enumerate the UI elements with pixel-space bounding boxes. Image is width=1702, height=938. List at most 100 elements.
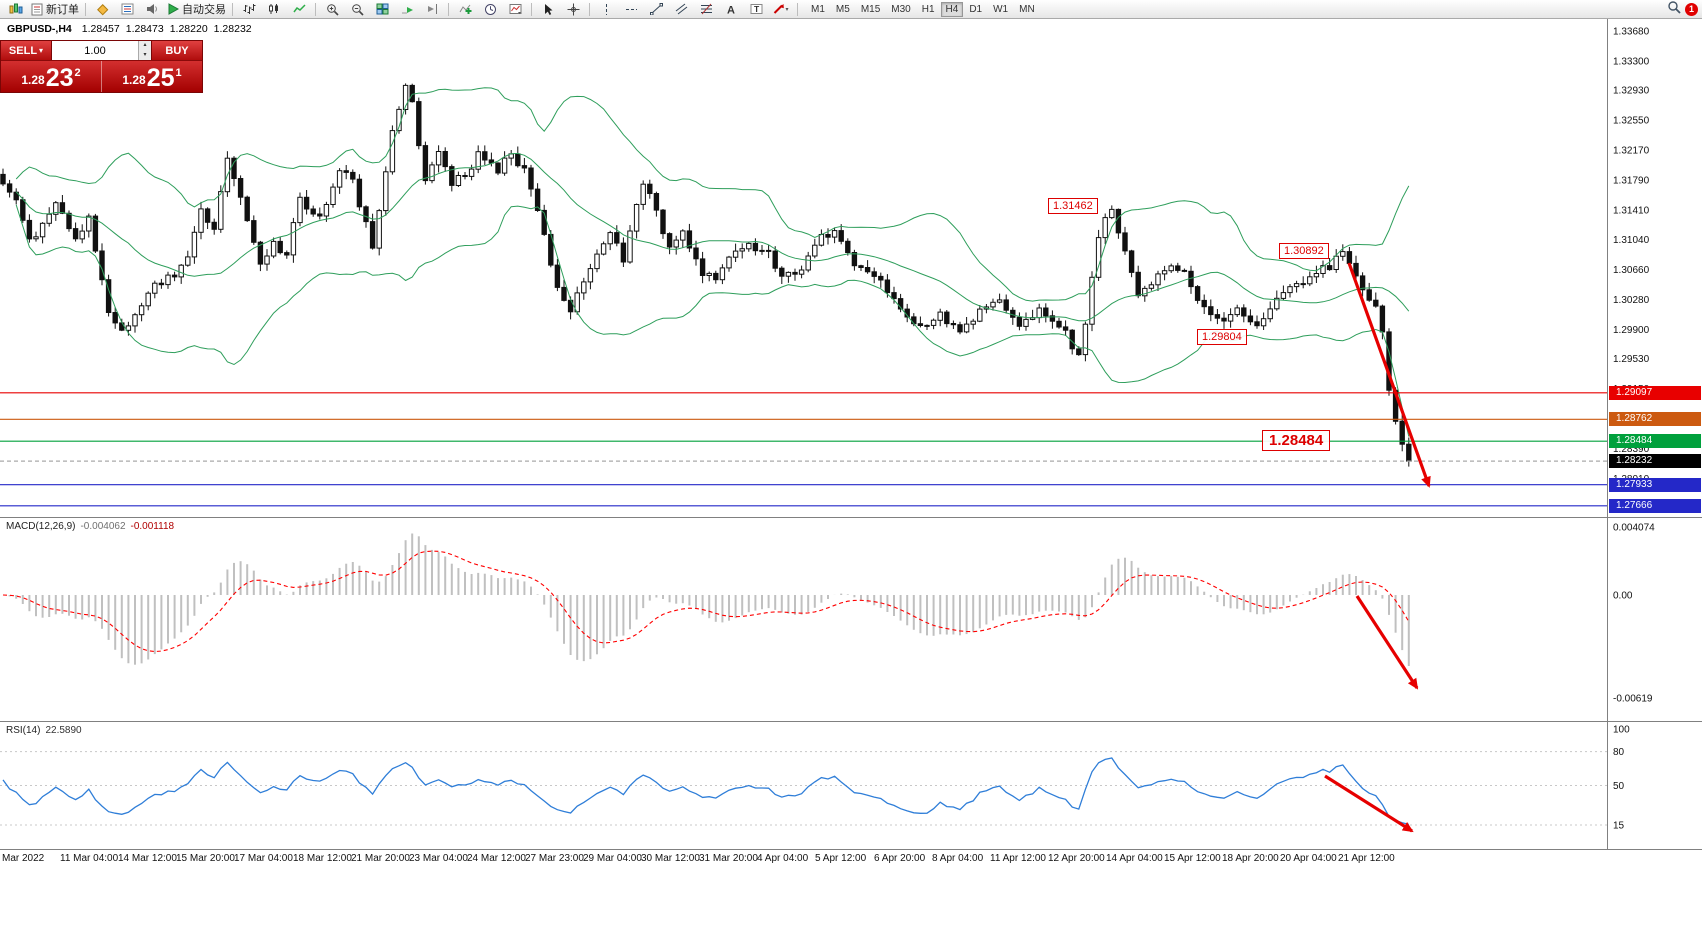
search-button[interactable]	[1667, 0, 1681, 19]
bollinger-upper	[15, 87, 1410, 302]
crosshair-button[interactable]	[561, 1, 585, 18]
autotrading-button[interactable]: 自动交易	[165, 1, 228, 18]
candle-body	[290, 222, 297, 256]
buy-button[interactable]: BUY	[152, 41, 202, 60]
buy-price-sup: 1	[175, 67, 182, 79]
sell-button[interactable]: SELL ▾	[1, 41, 51, 60]
candle-body	[1333, 255, 1339, 271]
main-price-panel[interactable]	[0, 83, 1607, 507]
tile-windows-button[interactable]	[370, 1, 394, 18]
sell-price-big: 23	[45, 64, 74, 92]
time-axis[interactable]: Mar 2022 11 Mar 04:00 14 Mar 12:00 15 Mar 2…	[2, 853, 1395, 864]
buy-price[interactable]: 1.28 25 1	[101, 61, 202, 92]
zoom-in-button[interactable]	[320, 1, 344, 18]
candle-body	[1161, 270, 1168, 275]
channel-button[interactable]	[669, 1, 693, 18]
candle-body	[541, 209, 547, 235]
candle-body	[944, 311, 950, 325]
candle-body	[72, 228, 79, 240]
volume-field[interactable]: 1.00 ▴ ▾	[51, 41, 152, 60]
market-watch-icon	[121, 3, 133, 15]
arrows-tool-button[interactable]	[769, 1, 793, 18]
timeframe-w1-button[interactable]: W1	[993, 3, 1009, 15]
candle-body	[680, 230, 686, 241]
toolbar-separator	[531, 2, 532, 16]
candle-body	[323, 204, 330, 217]
candle-body	[39, 222, 46, 238]
label-button[interactable]: T	[744, 1, 768, 18]
rsi-panel[interactable]	[0, 751, 1607, 826]
timeframe-m5-button[interactable]: M5	[835, 3, 850, 15]
community-button[interactable]	[90, 1, 114, 18]
time-label: 4 Apr 04:00	[757, 853, 809, 864]
candle-body	[917, 323, 924, 327]
candle-body	[779, 267, 785, 277]
candle-body	[1194, 286, 1201, 301]
candle-body	[1274, 297, 1280, 310]
spinner-up-icon[interactable]: ▴	[139, 41, 151, 51]
macd-panel[interactable]	[2, 533, 1410, 667]
timeframe-h1-button[interactable]: H1	[921, 3, 935, 15]
time-label: 29 Mar 04:00	[583, 853, 642, 864]
text-button[interactable]: A	[719, 1, 743, 18]
rsi-tick: 100	[1613, 725, 1630, 736]
candle-body	[416, 101, 422, 147]
chart-shift-button[interactable]	[420, 1, 444, 18]
sell-price[interactable]: 1.28 23 2	[1, 61, 101, 92]
bars-chart-button[interactable]	[237, 1, 261, 18]
candle-body	[33, 236, 39, 240]
trend-arrow-main[interactable]	[1347, 262, 1431, 488]
spinner-down-icon[interactable]: ▾	[139, 50, 151, 60]
time-label: 12 Apr 20:00	[1048, 853, 1105, 864]
one-click-trading-panel: SELL ▾ 1.00 ▴ ▾ BUY 1.28 23 2 1.28 25 1	[0, 40, 203, 93]
time-label: 21 Mar 20:00	[351, 853, 410, 864]
candle-body	[152, 282, 158, 294]
candle-body	[963, 323, 970, 333]
chart-window-button[interactable]	[4, 1, 28, 18]
timeframe-h4-button[interactable]: H4	[940, 1, 964, 17]
trend-arrow-rsi[interactable]	[1324, 774, 1414, 833]
cursor-button[interactable]	[536, 1, 560, 18]
price-tick: 1.30280	[1613, 295, 1650, 306]
zoom-in-icon	[326, 3, 339, 16]
candle-body	[970, 320, 976, 325]
fibonacci-button[interactable]	[694, 1, 718, 18]
timeframe-m15-button[interactable]: M15	[860, 3, 881, 15]
trendline-button[interactable]	[644, 1, 668, 18]
candle-body	[1003, 299, 1009, 311]
candle-body	[561, 286, 567, 301]
time-label: 27 Mar 23:00	[525, 853, 584, 864]
timeframe-m30-button[interactable]: M30	[891, 3, 911, 15]
new-order-button[interactable]: 新订单	[29, 1, 81, 18]
horizontal-line-button[interactable]	[619, 1, 643, 18]
timeframe-d1-button[interactable]: D1	[969, 3, 983, 15]
candle-body	[462, 175, 468, 177]
volume-spinner[interactable]: ▴ ▾	[138, 41, 151, 60]
periods-button[interactable]	[478, 1, 502, 18]
candle-body	[838, 230, 844, 242]
candle-body	[1399, 420, 1405, 445]
indicators-button[interactable]	[453, 1, 477, 18]
notification-badge[interactable]: 1	[1685, 2, 1698, 16]
candle-body	[6, 183, 13, 193]
candle-body	[1326, 265, 1333, 271]
line-chart-button[interactable]	[287, 1, 311, 18]
candle-body	[759, 249, 765, 252]
candle-body	[772, 250, 778, 269]
sound-button[interactable]	[140, 1, 164, 18]
vertical-line-button[interactable]	[594, 1, 618, 18]
timeframe-m1-button[interactable]: M1	[811, 3, 825, 15]
price-axis[interactable]: 1.33680 1.33300 1.32930 1.32550 1.32170 1.317…	[1613, 27, 1655, 832]
timeframe-mn-button[interactable]: MN	[1019, 3, 1035, 15]
market-watch-button[interactable]	[115, 1, 139, 18]
candles-chart-button[interactable]	[262, 1, 286, 18]
zoom-out-button[interactable]	[345, 1, 369, 18]
candle-body	[244, 196, 250, 222]
candle-body	[864, 267, 871, 273]
auto-scroll-button[interactable]	[395, 1, 419, 18]
templates-button[interactable]	[503, 1, 527, 18]
candle-body	[1076, 348, 1082, 356]
candle-body	[831, 230, 838, 238]
trend-arrow-macd[interactable]	[1355, 595, 1419, 690]
